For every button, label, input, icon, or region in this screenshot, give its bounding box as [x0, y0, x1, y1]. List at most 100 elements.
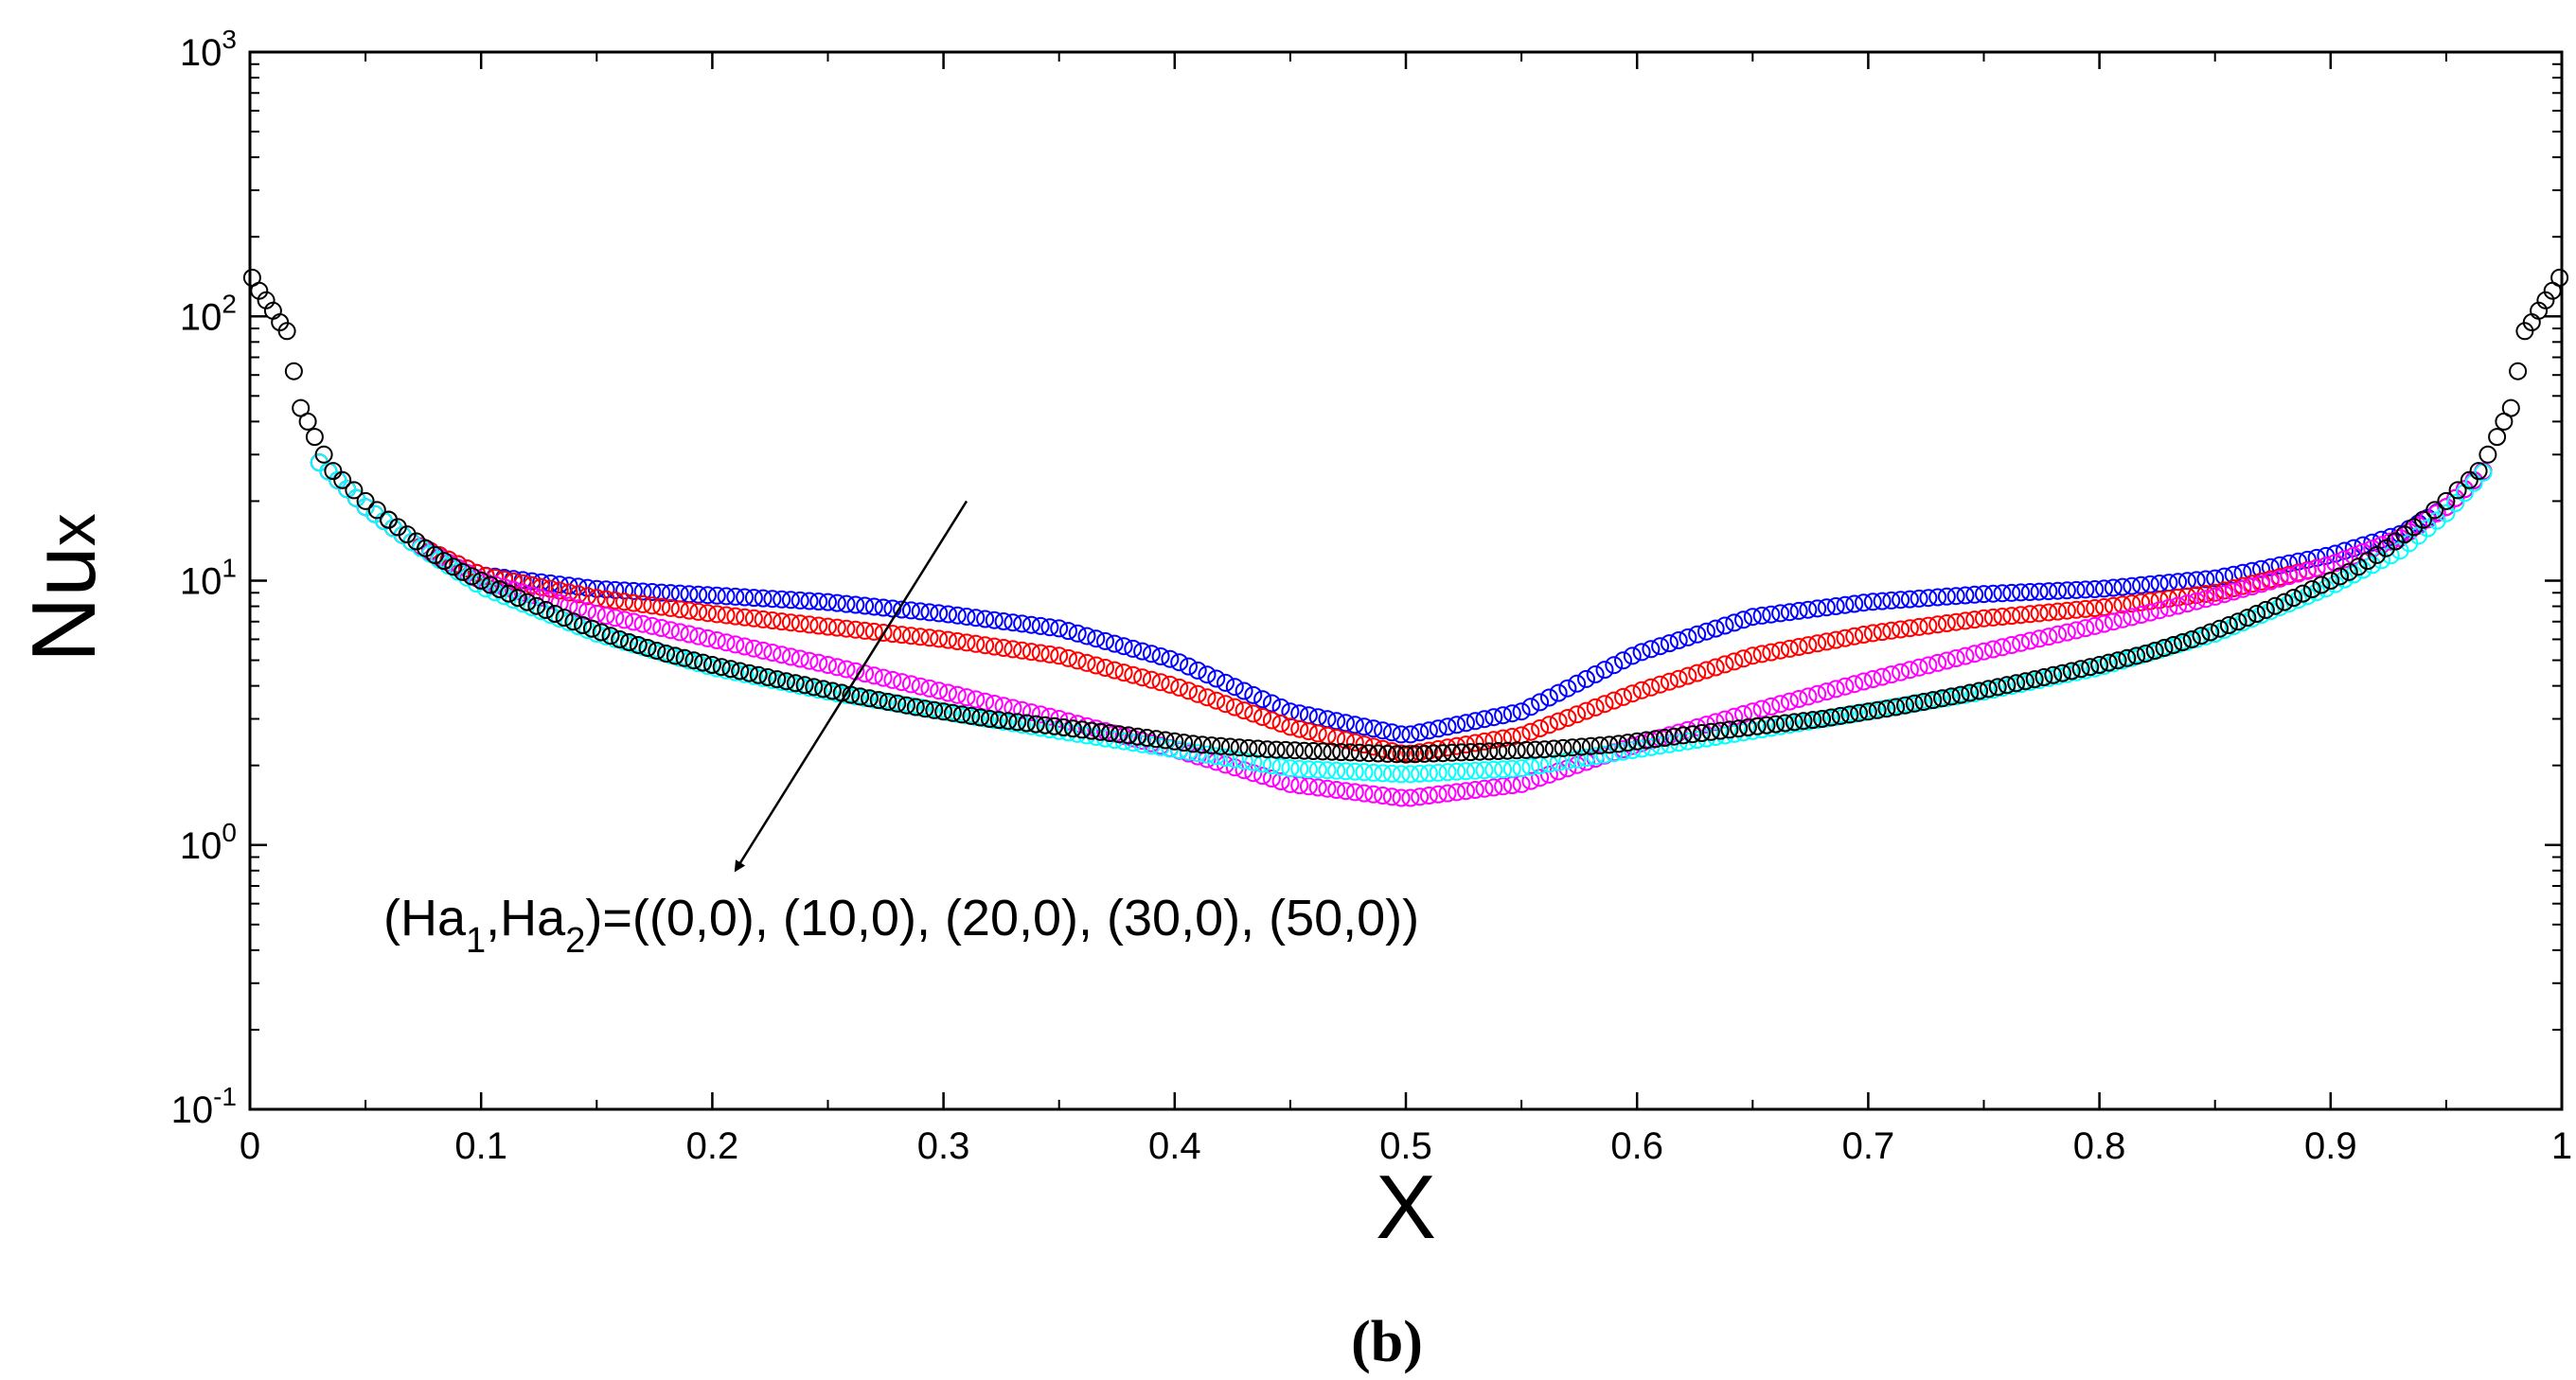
series-5-point: [2331, 567, 2350, 586]
series-5-point: [823, 681, 842, 700]
series-1-point: [1484, 708, 1503, 727]
series-1-point: [652, 583, 671, 602]
series-2-point: [1892, 620, 1910, 639]
series-4-point: [1512, 759, 1531, 778]
series-1-point: [976, 610, 995, 628]
series-2-point: [1928, 615, 1947, 634]
series-1-point: [819, 593, 837, 611]
series-3-point: [920, 679, 939, 698]
series-2-point: [1077, 653, 1096, 672]
series-5-point: [1433, 744, 1452, 763]
series-1-point: [2002, 583, 2021, 602]
series-5-point: [925, 700, 944, 719]
series-2-point: [1180, 681, 1198, 700]
annotation-subscript-2: 2: [565, 921, 585, 961]
series-5-point: [2192, 627, 2211, 646]
series-1-point: [2336, 541, 2354, 560]
series-3-point: [1946, 649, 1965, 667]
series-5-point: [1637, 731, 1656, 750]
series-2-point: [2113, 595, 2132, 614]
annotation-mid: ,Ha: [486, 890, 566, 947]
series-2-point: [1697, 661, 1715, 680]
series-2-point: [2123, 594, 2141, 613]
series-4-point: [1586, 747, 1605, 766]
series-1-point: [754, 589, 773, 608]
series-5-point: [1406, 745, 1425, 764]
series-3-point: [1956, 646, 1975, 665]
series-2-point: [1900, 619, 1919, 638]
series-1-point: [874, 598, 893, 617]
series-3-point: [1466, 781, 1484, 799]
series-3-point: [2243, 577, 2262, 596]
series-2-point: [1271, 714, 1290, 733]
series-5-point: [601, 627, 620, 646]
series-1-point: [1762, 605, 1781, 624]
series-5-point: [1711, 721, 1730, 740]
series-3-point: [901, 675, 920, 694]
series-2-point: [1919, 616, 1938, 635]
series-5-point: [2405, 518, 2424, 537]
series-5-point: [888, 694, 907, 713]
series-1-point: [791, 591, 809, 610]
series-2-point: [1539, 716, 1558, 734]
series-5-point: [1683, 725, 1702, 744]
series-5-point: [1590, 736, 1609, 755]
series-5-point: [1396, 745, 1415, 764]
series-1-point: [633, 582, 652, 601]
series-1-point: [1531, 693, 1550, 712]
x-axis-title: X: [1376, 1157, 1436, 1258]
series-1-point: [1863, 593, 1882, 611]
series-5-point: [1924, 691, 1943, 710]
series-1-point: [1475, 710, 1494, 729]
series-3-point: [1937, 651, 1956, 670]
series-4-point: [2354, 560, 2372, 579]
series-5-point: [1951, 685, 1970, 704]
series-5-point: [1998, 676, 2016, 695]
series-1-point: [994, 612, 1013, 630]
series-3-point: [1780, 692, 1799, 711]
series-2-point: [1244, 704, 1263, 723]
series-2-point: [1789, 638, 1808, 656]
series-5-point: [1526, 740, 1545, 759]
y-tick-base: 10: [171, 1089, 214, 1131]
series-4-point: [1429, 763, 1448, 782]
series-3-point: [717, 633, 736, 652]
series-2-point: [2177, 587, 2196, 606]
series-2-point: [1114, 663, 1133, 682]
series-1-point: [846, 595, 865, 614]
series-3-point: [1725, 707, 1744, 726]
series-1-point: [2317, 546, 2336, 565]
series-1-point: [1910, 589, 1928, 608]
series-1-point: [1900, 590, 1919, 609]
series-2-point: [1096, 659, 1114, 677]
series-4-point: [1448, 762, 1466, 781]
series-3-point: [689, 627, 708, 646]
series-3-point: [1438, 784, 1457, 803]
series-1-point: [1355, 717, 1374, 736]
series-5-point: [1350, 743, 1369, 762]
series-3-point: [1031, 705, 1050, 724]
series-5-point: [1267, 740, 1286, 759]
series-2-point: [1780, 639, 1799, 658]
series-2-point: [920, 628, 939, 647]
series-1-point: [1993, 584, 2012, 603]
series-1-point: [1188, 661, 1207, 680]
series-3-point: [2067, 621, 2086, 640]
series-4-point: [1271, 757, 1290, 776]
series-5-point: [2358, 552, 2377, 571]
series-5-point: [2145, 642, 2164, 660]
series-2-point: [809, 616, 828, 635]
series-2-point: [504, 572, 523, 591]
series-5-point: [1193, 735, 1212, 754]
series-2-point: [1669, 669, 1688, 688]
series-5-point: [2265, 596, 2284, 615]
x-tick-label: 0.6: [1610, 1125, 1663, 1167]
axis-ticks: [248, 50, 2564, 1111]
series-3-point: [827, 658, 846, 677]
series-5-point: [1581, 736, 1600, 755]
series-5-point: [1202, 736, 1221, 755]
series-2-point: [2132, 593, 2151, 611]
series-1-point: [2104, 578, 2123, 597]
series-2-point: [1817, 632, 1836, 651]
